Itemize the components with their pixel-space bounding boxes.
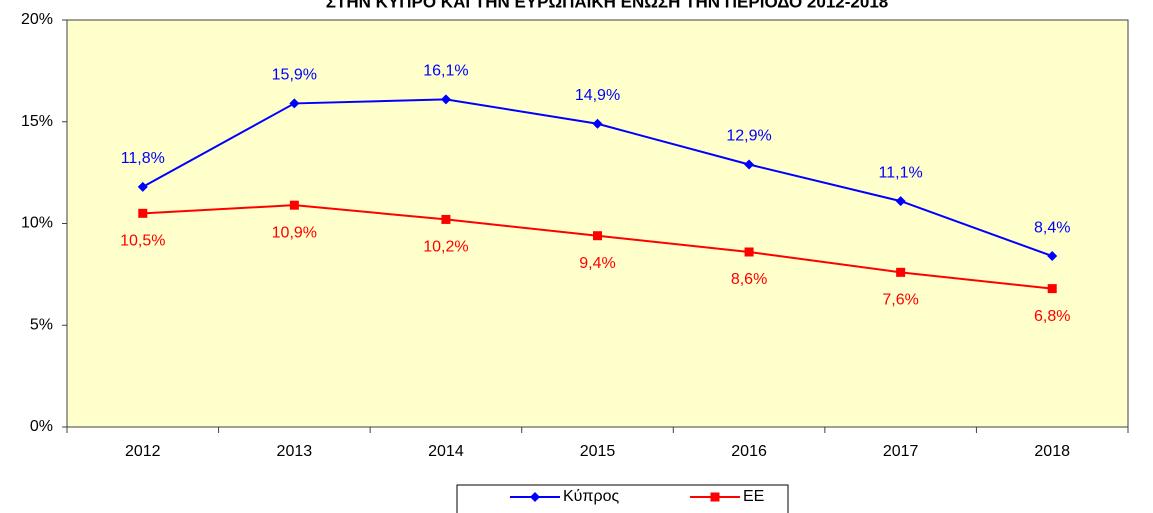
data-label: 16,1% <box>423 63 468 80</box>
x-tick-label: 2012 <box>125 443 161 460</box>
marker <box>896 267 906 277</box>
plot-area <box>66 19 1129 428</box>
x-tick-label: 2013 <box>277 443 313 460</box>
x-tick-label: 2014 <box>428 443 464 460</box>
legend-marker <box>710 492 720 502</box>
data-label: 8,4% <box>1034 219 1070 236</box>
marker <box>289 200 299 210</box>
x-tick-label: 2018 <box>1034 443 1070 460</box>
x-tick-label: 2015 <box>580 443 616 460</box>
marker <box>1047 284 1057 294</box>
data-label: 6,8% <box>1034 308 1070 325</box>
legend-label: Κύπρος <box>563 488 619 505</box>
x-tick-label: 2017 <box>883 443 919 460</box>
marker <box>592 118 603 129</box>
marker <box>138 208 148 218</box>
legend-label: ΕΕ <box>743 488 764 505</box>
data-label: 7,6% <box>882 292 918 309</box>
data-label: 8,6% <box>731 271 767 288</box>
marker <box>1047 251 1058 262</box>
data-label: 11,1% <box>879 164 923 181</box>
data-label: 9,4% <box>579 255 615 272</box>
y-tick-label: 0% <box>30 418 53 435</box>
y-tick-label: 15% <box>21 113 53 130</box>
marker <box>744 247 754 257</box>
legend <box>456 484 789 513</box>
y-tick-label: 10% <box>21 215 53 232</box>
marker <box>895 196 906 207</box>
data-label: 15,9% <box>272 67 317 84</box>
marker <box>593 231 602 241</box>
data-label: 14,9% <box>575 87 620 104</box>
data-label: 10,5% <box>120 233 165 250</box>
data-label: 11,8% <box>121 150 165 167</box>
x-tick-label: 2016 <box>731 443 767 460</box>
marker <box>289 98 300 109</box>
y-tick-label: 20% <box>21 11 53 28</box>
y-tick-label: 5% <box>30 316 53 333</box>
data-label: 10,2% <box>423 239 468 256</box>
data-label: 10,9% <box>272 224 317 241</box>
legend-marker <box>530 492 540 502</box>
marker <box>441 214 451 224</box>
marker <box>440 94 451 105</box>
marker <box>744 159 755 170</box>
data-label: 12,9% <box>726 128 771 145</box>
marker <box>137 181 148 192</box>
chart-title: ΣΤΗΝ ΚΥΠΡΟ ΚΑΙ ΤΗΝ ΕΥΡΩΠΑΪΚΗ ΕΝΩΣΗ ΤΗΝ Π… <box>326 0 888 11</box>
